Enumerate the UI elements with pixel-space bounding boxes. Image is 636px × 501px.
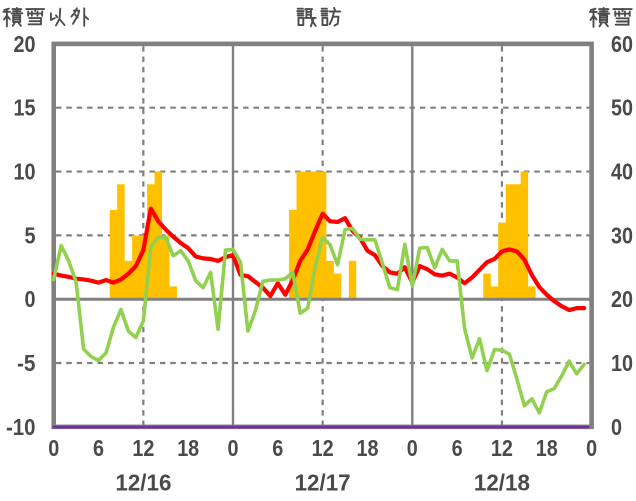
svg-text:20: 20 (611, 286, 633, 312)
svg-text:-10: -10 (6, 414, 36, 440)
svg-text:0: 0 (586, 435, 597, 461)
svg-text:0: 0 (48, 435, 59, 461)
svg-text:18: 18 (536, 435, 558, 461)
svg-text:12: 12 (312, 435, 334, 461)
svg-text:60: 60 (611, 31, 633, 57)
svg-text:18: 18 (177, 435, 199, 461)
svg-text:12/16: 12/16 (115, 470, 171, 496)
svg-text:12: 12 (491, 435, 513, 461)
svg-text:10: 10 (611, 350, 633, 376)
svg-text:12/18: 12/18 (474, 470, 530, 496)
svg-text:5: 5 (25, 222, 36, 248)
svg-text:0: 0 (407, 435, 418, 461)
svg-text:20: 20 (14, 31, 36, 57)
svg-text:6: 6 (452, 435, 463, 461)
svg-text:12: 12 (132, 435, 154, 461)
svg-text:6: 6 (93, 435, 104, 461)
svg-text:12/17: 12/17 (295, 470, 351, 496)
svg-text:18: 18 (357, 435, 379, 461)
svg-text:6: 6 (272, 435, 283, 461)
svg-text:15: 15 (14, 95, 36, 121)
svg-text:10: 10 (14, 159, 36, 185)
svg-text:-5: -5 (17, 350, 36, 376)
svg-text:30: 30 (611, 222, 633, 248)
svg-text:0: 0 (25, 286, 36, 312)
svg-text:0: 0 (611, 414, 622, 440)
svg-text:40: 40 (611, 159, 633, 185)
svg-text:0: 0 (228, 435, 239, 461)
svg-text:50: 50 (611, 95, 633, 121)
